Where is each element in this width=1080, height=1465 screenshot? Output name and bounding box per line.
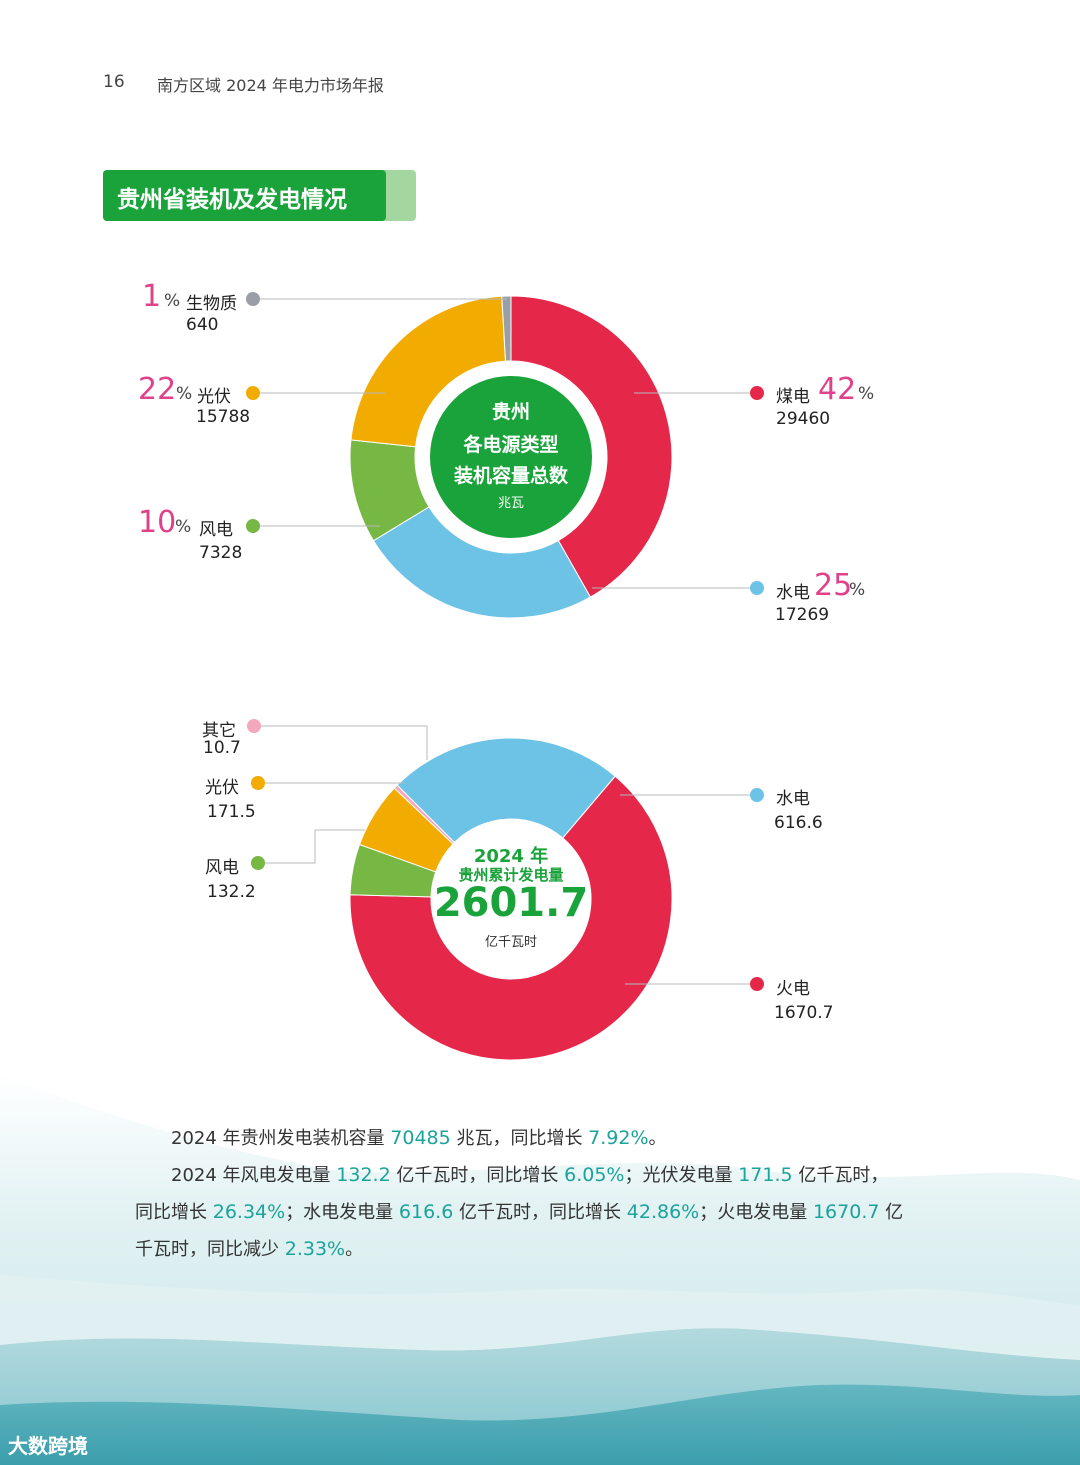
hydro-percent: 25 [814, 568, 853, 603]
biomass-value: 640 [186, 315, 219, 335]
capacity-legend-dots [246, 292, 764, 595]
coal-value: 29460 [776, 409, 831, 429]
coal-percent: 42 [818, 372, 857, 407]
biomass-percent: 1 [142, 279, 162, 314]
page-number: 16 [103, 72, 125, 92]
gen-thermal-label: 火电 [776, 979, 810, 999]
capacity-center-line1: 贵州 [491, 401, 530, 423]
coal-percent-sign: % [858, 384, 875, 404]
solar-percent-sign: % [176, 384, 193, 404]
slice-biomass [501, 295, 512, 362]
summary-text: 2024 年贵州发电装机容量 70485 兆瓦，同比增长 7.92%。 2024… [135, 1120, 905, 1268]
section-banner: 贵州省装机及发电情况 [103, 170, 416, 221]
gen-solar-value: 171.5 [207, 802, 256, 822]
hydro-value: 17269 [775, 605, 830, 625]
generation-center-total: 2601.7 [433, 880, 589, 926]
generation-legend-dots [247, 719, 764, 991]
slice-hydro [372, 506, 592, 619]
slice-other [393, 784, 456, 845]
running-title: 南方区域 2024 年电力市场年报 [157, 76, 384, 95]
generation-leader-lines [254, 725, 757, 985]
capacity-center-line3: 装机容量总数 [453, 465, 568, 487]
solar-percent: 22 [138, 372, 177, 407]
other-label: 其它 [202, 721, 236, 741]
gen-hydro-value: 616.6 [774, 813, 823, 833]
generation-center-unit: 亿千瓦时 [484, 935, 537, 950]
gen-thermal-value: 1670.7 [774, 1003, 834, 1023]
slice-coal [510, 295, 673, 598]
section-banner-fill: 贵州省装机及发电情况 [103, 170, 386, 221]
solar-value: 15788 [196, 407, 251, 427]
wind-value: 7328 [199, 543, 243, 563]
generation-center-year: 2024 年 [473, 846, 549, 867]
gen-solar-label: 光伏 [205, 778, 239, 798]
capacity-center-disc [430, 376, 592, 538]
slice-hydro [396, 737, 616, 844]
biomass-label: 生物质 [186, 294, 237, 314]
summary-paragraph-1: 2024 年贵州发电装机容量 70485 兆瓦，同比增长 7.92%。 [171, 1127, 667, 1149]
wind-percent: 10 [138, 505, 177, 540]
hydro-percent-sign: % [849, 580, 866, 600]
section-title: 贵州省装机及发电情况 [117, 187, 347, 213]
slice-solar [350, 295, 507, 448]
generation-donut-chart [349, 737, 673, 1061]
capacity-donut-chart [349, 295, 673, 619]
solar-label: 光伏 [197, 387, 231, 407]
slice-coal [349, 775, 673, 1061]
wind-label: 风电 [199, 520, 233, 540]
gen-wind-value: 132.2 [207, 882, 256, 902]
other-value: 10.7 [203, 738, 241, 758]
hydro-label: 水电 [776, 583, 810, 603]
background-hills [0, 1075, 1080, 1465]
summary-paragraph-2: 2024 年风电发电量 132.2 亿千瓦时，同比增长 6.05%；光伏发电量 … [135, 1164, 904, 1260]
watermark: 大数跨境 [8, 1434, 88, 1458]
capacity-leader-lines [253, 298, 757, 589]
capacity-center-line2: 各电源类型 [463, 434, 559, 456]
gen-wind-label: 风电 [205, 858, 239, 878]
generation-center-title: 贵州累计发电量 [458, 866, 564, 884]
wind-percent-sign: % [175, 517, 192, 537]
biomass-percent-sign: % [164, 291, 181, 311]
capacity-center-unit: 兆瓦 [497, 496, 524, 511]
coal-label: 煤电 [776, 387, 810, 407]
gen-hydro-label: 水电 [776, 789, 810, 809]
